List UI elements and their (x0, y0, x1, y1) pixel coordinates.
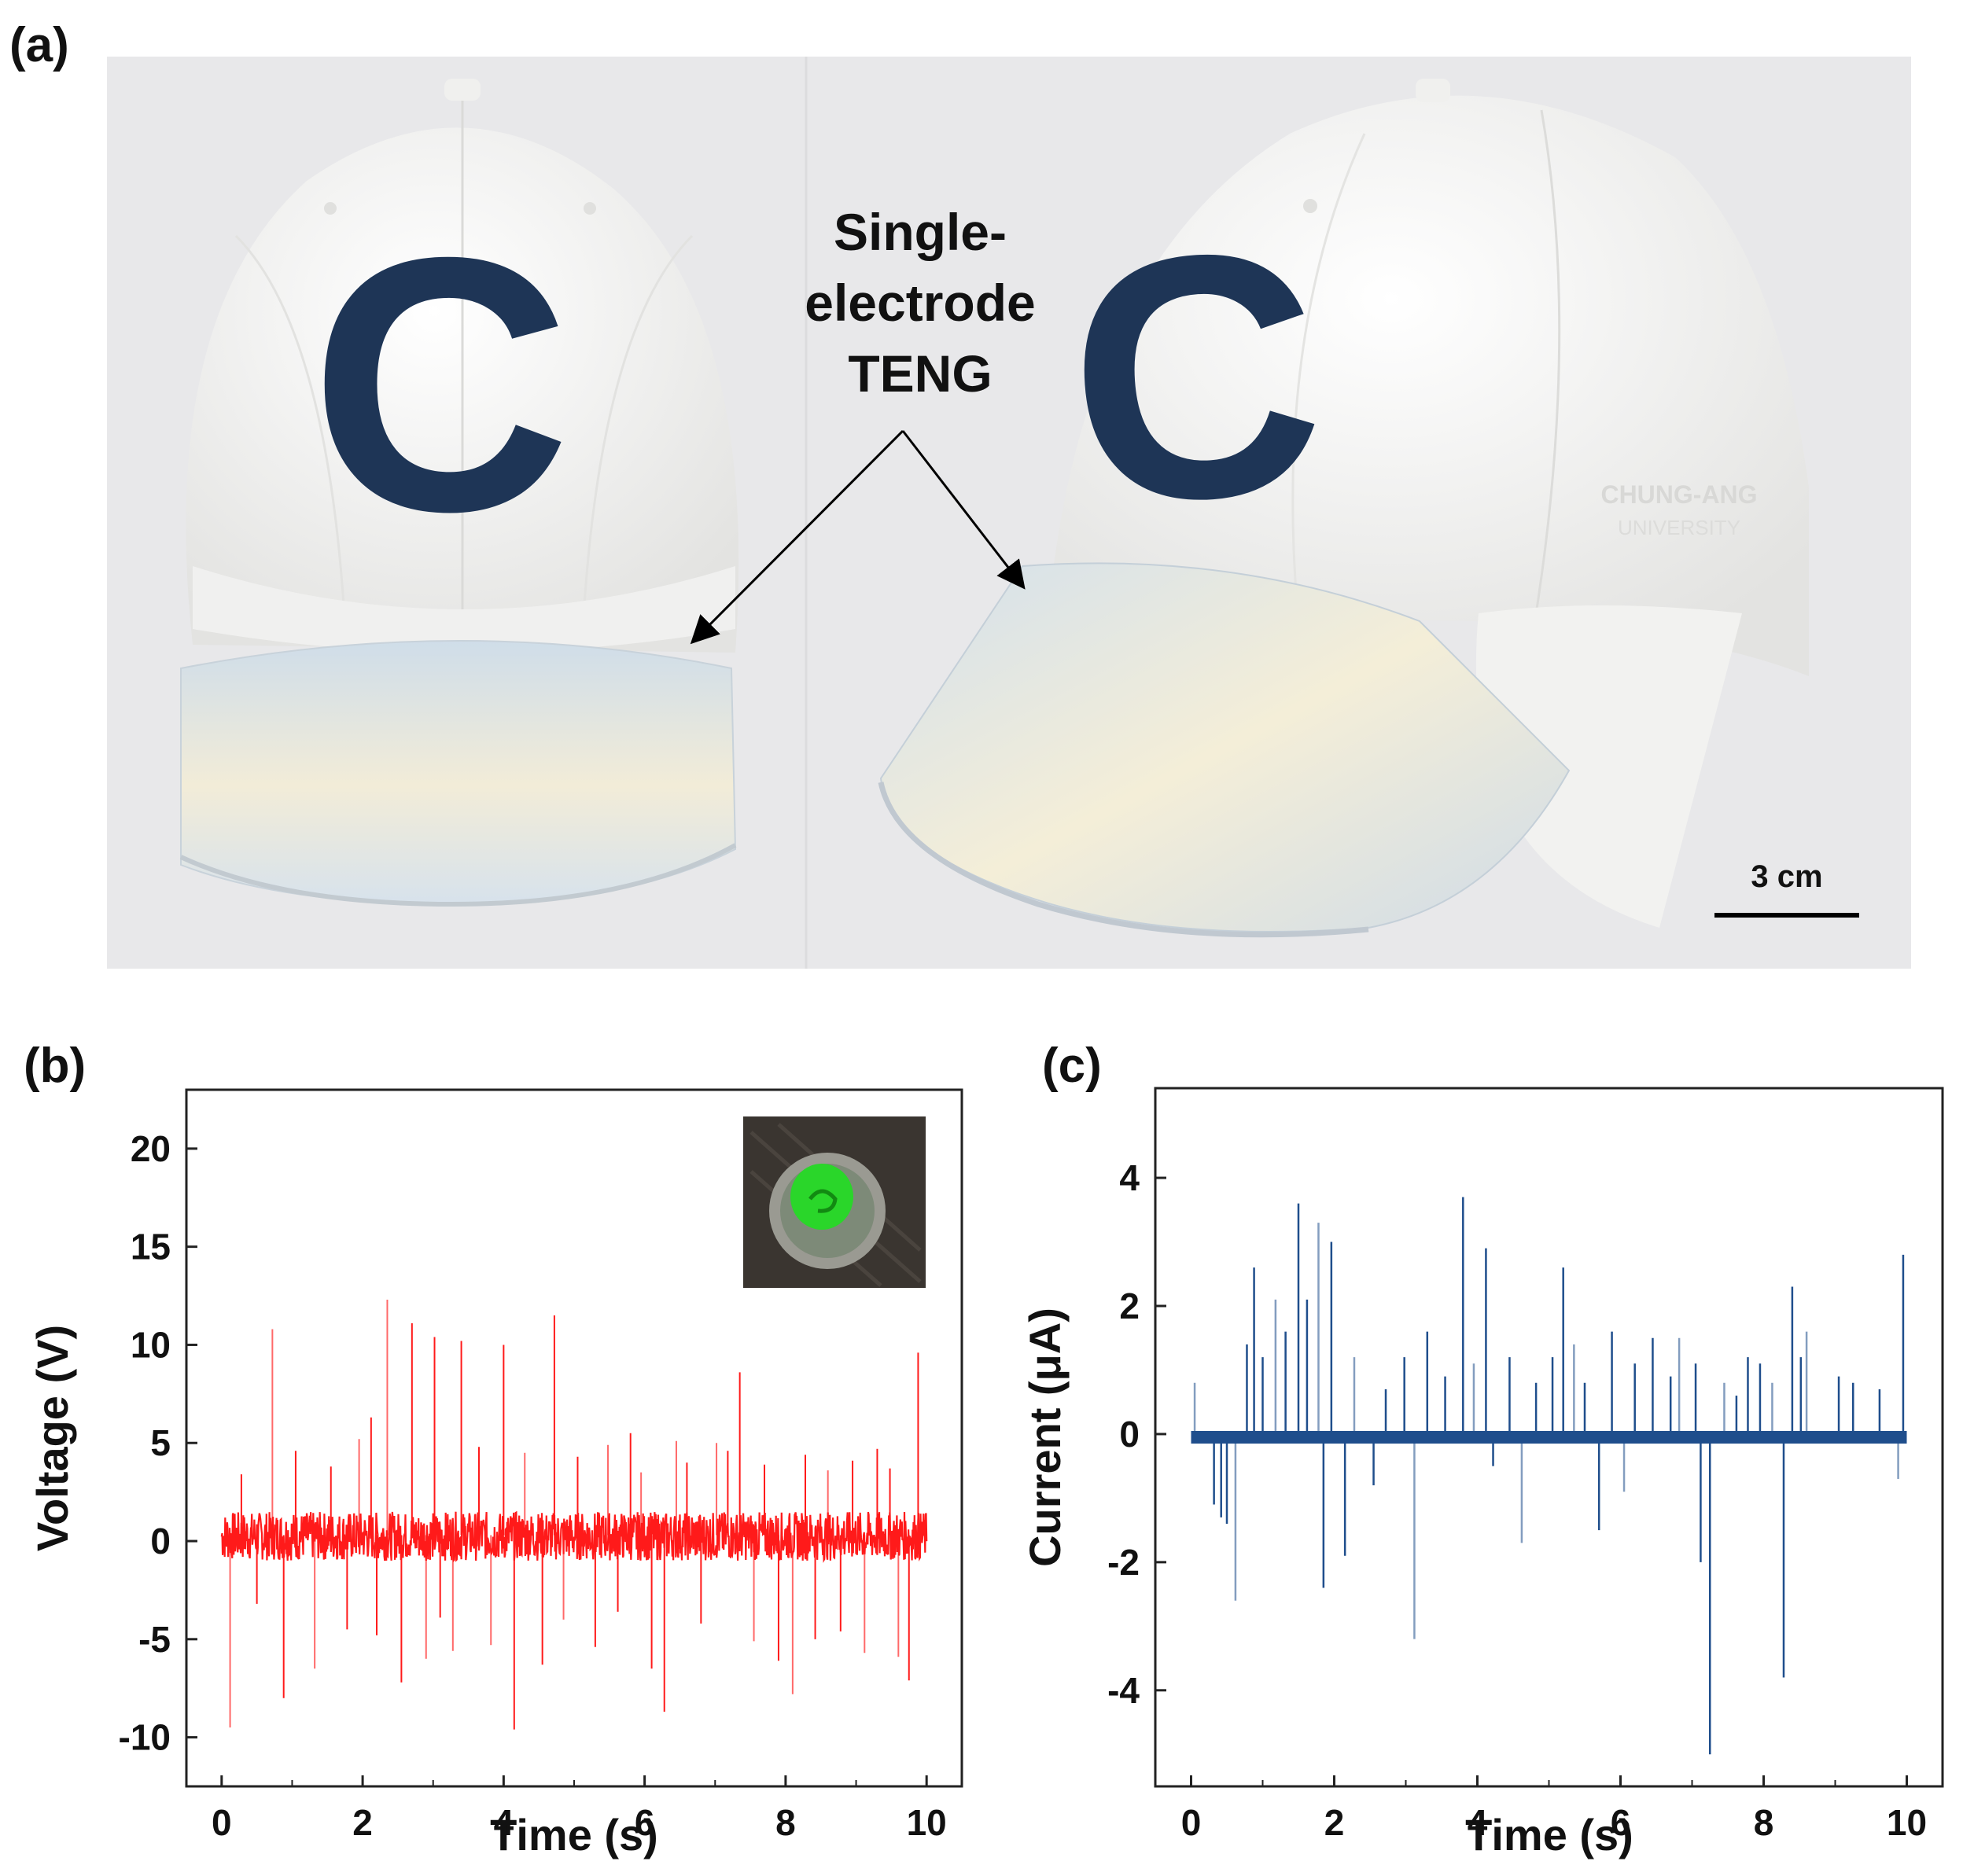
hat-side-letter: C (1057, 177, 1333, 579)
voltage-y-tick-label: 5 (150, 1422, 171, 1463)
voltage-y-tick-label: 20 (131, 1128, 171, 1169)
current-y-tick-label: 4 (1119, 1157, 1140, 1198)
panel-c-label: (c) (1042, 1039, 1102, 1093)
svg-text:CHUNG-ANG: CHUNG-ANG (1600, 480, 1757, 509)
voltage-x-tick-label: 4 (494, 1802, 514, 1843)
voltage-x-tick-label: 6 (635, 1802, 655, 1843)
voltage-y-tick-label: 10 (131, 1324, 171, 1365)
current-x-tick-label: 4 (1468, 1802, 1488, 1843)
hat-photo: C C CHUNG-ANG UNIVERSITY Single- electro… (107, 57, 1911, 969)
voltage-x-tick-label: 8 (775, 1802, 796, 1843)
voltage-x-tick-label: 2 (352, 1802, 373, 1843)
current-chart: 0 2 4 6 8 10 -4 -2 0 2 4 Current (μA) Time (s) (1020, 1087, 1944, 1859)
hat-side: C CHUNG-ANG UNIVERSITY (878, 79, 1809, 938)
current-x-tick-label: 0 (1181, 1802, 1202, 1843)
voltage-y-tick-label: 15 (131, 1227, 171, 1267)
annotation-line-2: electrode (805, 274, 1035, 332)
current-y-label: Current (μA) (1020, 1308, 1070, 1567)
panel-a-label: (a) (9, 18, 69, 72)
current-y-tick-label: -4 (1107, 1670, 1140, 1711)
svg-text:UNIVERSITY: UNIVERSITY (1618, 516, 1740, 539)
scale-bar: 3 cm (1714, 859, 1859, 918)
voltage-y-tick-label: 0 (150, 1521, 171, 1561)
voltage-y-tick-label: -5 (138, 1619, 171, 1660)
current-x-tick-label: 6 (1611, 1802, 1631, 1843)
voltage-x-label: Time (s) (490, 1810, 658, 1859)
scale-bar-label: 3 cm (1751, 859, 1822, 894)
voltage-inset-led-photo (743, 1116, 926, 1288)
annotation-line-1: Single- (834, 203, 1007, 261)
arrow-right (901, 430, 1026, 590)
annotation-line-3: TENG (848, 344, 992, 403)
panel-b-label: (b) (24, 1039, 87, 1093)
teng-annotation: Single- electrode TENG (690, 203, 1036, 645)
hat-front-letter: C (310, 183, 571, 587)
current-x-label: Time (s) (1465, 1810, 1633, 1859)
hat-front-brim (180, 640, 737, 906)
current-x-tick-label: 8 (1754, 1802, 1774, 1843)
current-x-tick-label: 2 (1324, 1802, 1345, 1843)
voltage-x-tick-label: 10 (907, 1802, 947, 1843)
current-y-tick-label: 0 (1119, 1414, 1140, 1455)
current-x-tick-label: 10 (1887, 1802, 1927, 1843)
voltage-chart: 0 2 4 6 8 10 -10 -5 0 5 10 15 20 Voltage (V) Time (s… (28, 1088, 963, 1859)
current-y-tick-label: 2 (1119, 1286, 1140, 1326)
voltage-x-tick-label: 0 (212, 1802, 232, 1843)
hat-front: C (179, 79, 739, 907)
arrow-left (690, 429, 904, 645)
voltage-y-label: Voltage (V) (28, 1325, 77, 1551)
current-y-tick-label: -2 (1107, 1542, 1140, 1583)
voltage-noise-trace (220, 1510, 928, 1563)
voltage-y-tick-label: -10 (119, 1717, 171, 1758)
